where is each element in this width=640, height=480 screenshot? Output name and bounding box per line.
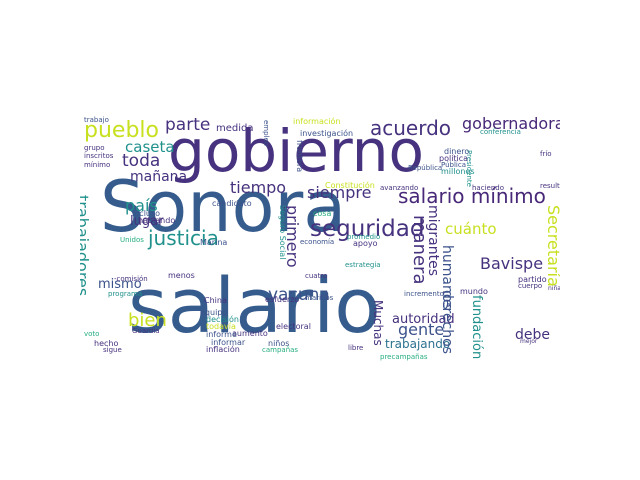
word-30: Constitución bbox=[325, 181, 375, 190]
word-15: país bbox=[125, 196, 158, 215]
word-92: fundación bbox=[469, 295, 484, 360]
word-45: inflación bbox=[206, 345, 240, 354]
word-52: marinos bbox=[305, 294, 334, 302]
word-95: frontera bbox=[295, 140, 304, 173]
word-57: apoyo bbox=[353, 239, 378, 248]
word-67: haciendo bbox=[472, 184, 504, 192]
word-48: esfuerzo bbox=[265, 295, 300, 304]
word-27: investigación bbox=[300, 129, 354, 138]
word-49: electoral bbox=[276, 322, 311, 331]
word-36: hablando bbox=[138, 216, 176, 225]
word-66: resultado bbox=[540, 182, 560, 190]
word-29: República bbox=[408, 164, 443, 172]
word-76: sigue bbox=[103, 346, 122, 354]
word-80: mejor bbox=[520, 338, 538, 345]
word-24: autoridad bbox=[392, 312, 455, 327]
word-72: mínimo bbox=[84, 161, 111, 169]
word-65: frío bbox=[540, 150, 552, 158]
word-21: cuánto bbox=[445, 220, 497, 238]
word-3: seguridad bbox=[310, 216, 425, 242]
word-43: informe bbox=[206, 330, 237, 339]
word-25: trabajando bbox=[385, 337, 451, 351]
word-87: manera bbox=[409, 215, 430, 285]
word-63: partido bbox=[518, 275, 547, 284]
word-23: gente bbox=[398, 320, 445, 339]
word-79: -comisión bbox=[114, 275, 148, 283]
word-42: aumento bbox=[232, 329, 268, 338]
word-9: medida bbox=[216, 123, 254, 134]
word-58: estrategia bbox=[345, 261, 381, 269]
word-34: Pública bbox=[441, 161, 467, 169]
word-8: parte bbox=[165, 115, 211, 135]
word-4: salario mínimo bbox=[398, 184, 546, 208]
word-96: empleo bbox=[262, 120, 270, 147]
word-44: informar bbox=[211, 338, 246, 347]
word-31: dinero bbox=[444, 147, 470, 156]
word-18: lugar bbox=[130, 214, 164, 229]
word-93: Seguro Social bbox=[278, 205, 287, 260]
word-56: promedio bbox=[347, 233, 381, 241]
word-47: decisión bbox=[206, 315, 239, 324]
word-28: información bbox=[293, 117, 341, 126]
word-35: incluso bbox=[132, 209, 161, 218]
word-62: mundo bbox=[460, 287, 488, 296]
word-60: avanzando bbox=[380, 184, 419, 192]
word-77: Guardia bbox=[132, 327, 160, 335]
word-82: niñas bbox=[548, 285, 560, 292]
word-19: bien bbox=[128, 310, 167, 331]
word-11: toda bbox=[122, 151, 161, 171]
word-89: humanos bbox=[439, 245, 455, 310]
word-68: conferencia bbox=[480, 128, 521, 136]
word-83: trabajadores bbox=[80, 195, 92, 297]
word-41: equipo bbox=[200, 308, 228, 317]
word-88: migrantes bbox=[425, 205, 441, 277]
word-32: política bbox=[439, 154, 469, 163]
word-26: debe bbox=[515, 327, 550, 343]
word-14: siempre bbox=[307, 183, 372, 202]
word-12: mañana bbox=[130, 169, 188, 185]
word-74: hecho bbox=[94, 339, 119, 348]
word-64: cuerpo bbox=[518, 282, 543, 290]
word-0: Sonora bbox=[100, 166, 347, 248]
word-cloud: Sonora salario gobierno seguridad salario mí… bbox=[80, 110, 560, 368]
word-39: menos bbox=[168, 271, 195, 280]
word-91: Muchas bbox=[371, 300, 385, 346]
word-40: China bbox=[204, 296, 227, 305]
word-53: cuatro bbox=[305, 272, 328, 280]
word-38: Marina bbox=[200, 238, 228, 247]
word-33: millones bbox=[441, 167, 475, 176]
word-78: Unidos bbox=[120, 236, 144, 244]
word-94: Presidente bbox=[465, 150, 473, 187]
word-51: campañas bbox=[262, 346, 299, 354]
word-54: economía bbox=[300, 238, 335, 246]
word-71: inscritos bbox=[84, 152, 114, 160]
word-17: mismo bbox=[98, 277, 142, 292]
word-69: trabajo bbox=[84, 116, 109, 124]
word-37: candidato bbox=[212, 199, 252, 208]
word-50: niños bbox=[268, 339, 290, 348]
word-85: Secretaría bbox=[544, 205, 560, 287]
word-20: vacuna bbox=[268, 285, 330, 305]
word-13: tiempo bbox=[230, 178, 287, 197]
word-73: programa bbox=[108, 290, 143, 298]
word-6: gobernadora bbox=[462, 114, 560, 133]
word-59: libre bbox=[348, 344, 364, 352]
word-46: todavía bbox=[206, 322, 236, 331]
word-2: gobierno bbox=[168, 117, 424, 185]
word-5: acuerdo bbox=[370, 116, 452, 140]
word-7: pueblo bbox=[84, 118, 159, 143]
word-10: caseta bbox=[125, 138, 175, 156]
word-84: primero bbox=[283, 205, 302, 268]
word-61: incremento bbox=[404, 290, 444, 298]
word-55: cosa bbox=[313, 209, 332, 218]
word-1: salario bbox=[128, 261, 381, 350]
word-70: grupo bbox=[84, 144, 105, 152]
word-22: Bavispe bbox=[480, 254, 544, 273]
word-16: justicia bbox=[148, 226, 219, 250]
word-90: derechos bbox=[439, 290, 455, 354]
word-75: voto bbox=[84, 330, 100, 338]
word-81: precampañas bbox=[380, 353, 428, 361]
